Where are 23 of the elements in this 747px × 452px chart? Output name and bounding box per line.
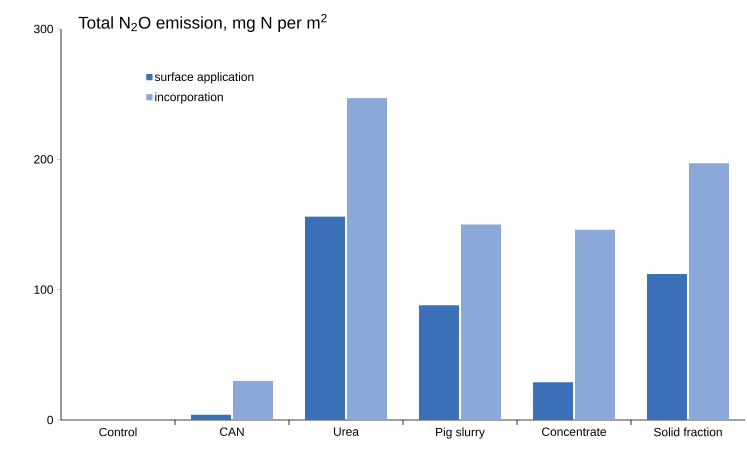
bar — [575, 230, 616, 420]
legend-label: incorporation — [155, 92, 223, 104]
chart-title: Total N$_{2}$O emission, mg N per m$^{2}$ — [78, 14, 327, 32]
bar — [233, 380, 273, 420]
x-tick-label: CAN — [220, 428, 244, 436]
x-tick-label: Pig slurry — [436, 428, 485, 439]
bar — [191, 414, 232, 420]
y-tick-label: 100 — [34, 285, 54, 294]
y-tick-label: 200 — [34, 155, 54, 164]
bar — [689, 163, 730, 420]
x-tick-label: Solid fraction — [654, 428, 722, 436]
bar — [347, 98, 387, 420]
legend-label: surface application — [154, 72, 254, 84]
y-tick-label: 0 — [47, 416, 54, 424]
x-tick-label: Control — [99, 428, 136, 436]
bar — [461, 224, 501, 420]
bar — [419, 305, 460, 420]
bar — [647, 274, 688, 420]
x-tick-label: Concentrate — [542, 428, 606, 436]
y-tick-label: 300 — [34, 24, 54, 34]
x-tick-label: Urea — [334, 428, 359, 436]
bar — [533, 382, 574, 420]
bar — [305, 216, 346, 420]
